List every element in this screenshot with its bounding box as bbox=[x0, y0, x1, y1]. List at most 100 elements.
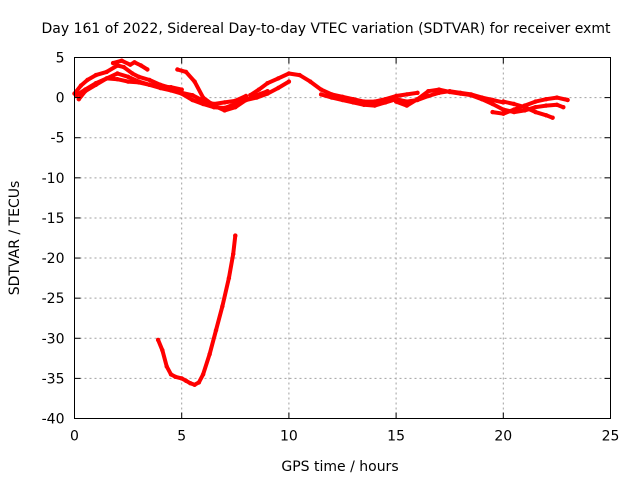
data-point bbox=[119, 58, 124, 63]
data-point bbox=[78, 83, 84, 88]
x-tick-label: 0 bbox=[70, 429, 79, 445]
data-point bbox=[329, 95, 334, 100]
data-point bbox=[276, 85, 281, 91]
data-point bbox=[565, 97, 570, 103]
data-point bbox=[426, 93, 431, 99]
data-point bbox=[138, 63, 144, 68]
data-point bbox=[220, 304, 225, 309]
data-point bbox=[192, 79, 197, 84]
data-point bbox=[173, 374, 178, 379]
data-point bbox=[164, 364, 169, 369]
data-point bbox=[393, 99, 399, 104]
data-point bbox=[286, 79, 292, 84]
chart-title: Day 161 of 2022, Sidereal Day-to-day VTE… bbox=[42, 21, 612, 37]
y-tick-label: 5 bbox=[56, 51, 65, 67]
data-point bbox=[168, 85, 174, 90]
data-point bbox=[276, 76, 281, 81]
data-point bbox=[340, 97, 345, 103]
data-point bbox=[125, 79, 131, 84]
data-point bbox=[361, 102, 367, 108]
data-point bbox=[490, 97, 495, 103]
data-point bbox=[393, 93, 399, 99]
data-point bbox=[183, 378, 189, 383]
data-point bbox=[74, 93, 79, 98]
y-tick-label: -20 bbox=[42, 251, 65, 267]
data-point bbox=[211, 103, 217, 108]
data-point bbox=[192, 382, 197, 387]
data-point bbox=[297, 72, 302, 78]
data-point bbox=[196, 380, 202, 385]
data-point bbox=[130, 71, 135, 76]
data-point bbox=[121, 64, 127, 70]
data-point bbox=[190, 93, 195, 98]
y-tick-label: -15 bbox=[42, 211, 65, 227]
data-point bbox=[511, 101, 517, 107]
data-point bbox=[147, 77, 152, 83]
data-point bbox=[179, 87, 184, 92]
data-point bbox=[522, 105, 527, 110]
data-point bbox=[200, 95, 206, 100]
data-point bbox=[188, 381, 193, 386]
x-tick-label: 5 bbox=[177, 429, 186, 445]
x-tick-label: 20 bbox=[494, 429, 512, 445]
data-point bbox=[115, 63, 120, 68]
tick-layer: 0 5 10 15 20 25 5 0 -5 -10 -15 -20 -25 -30 -35 -40 bbox=[42, 51, 620, 445]
data-point bbox=[550, 115, 555, 120]
data-point bbox=[145, 67, 150, 72]
data-point bbox=[561, 105, 566, 110]
data-point bbox=[254, 95, 259, 100]
data-point bbox=[136, 74, 141, 80]
y-tick-label: -35 bbox=[42, 371, 65, 387]
data-point bbox=[222, 108, 227, 113]
data-point bbox=[372, 103, 377, 108]
x-tick-label: 25 bbox=[602, 429, 620, 445]
data-point bbox=[554, 95, 560, 100]
data-point bbox=[207, 352, 212, 357]
data-point bbox=[110, 60, 116, 66]
data-point bbox=[533, 99, 538, 104]
data-point bbox=[226, 275, 232, 281]
data-point bbox=[404, 92, 409, 97]
x-tick-label: 15 bbox=[387, 429, 405, 445]
data-point bbox=[415, 97, 420, 102]
data-point bbox=[160, 348, 165, 353]
data-point bbox=[115, 71, 120, 76]
data-point bbox=[533, 109, 538, 115]
data-point bbox=[168, 372, 174, 377]
data-point bbox=[175, 67, 180, 72]
data-point bbox=[415, 90, 420, 96]
data-point bbox=[479, 97, 485, 102]
y-tick-label: -10 bbox=[42, 171, 65, 187]
data-point bbox=[200, 101, 206, 107]
data-point bbox=[286, 71, 292, 76]
data-point bbox=[128, 62, 133, 67]
data-point bbox=[265, 81, 270, 86]
data-point bbox=[544, 103, 549, 108]
data-point bbox=[115, 77, 120, 82]
x-tick-label: 10 bbox=[280, 429, 298, 445]
data-point bbox=[318, 92, 324, 97]
data-point bbox=[265, 91, 270, 96]
data-point bbox=[85, 77, 90, 83]
data-point bbox=[490, 109, 495, 115]
data-point bbox=[501, 111, 506, 116]
data-point bbox=[132, 60, 137, 65]
data-point bbox=[136, 80, 141, 85]
data-point bbox=[213, 328, 219, 333]
data-point bbox=[222, 100, 227, 105]
data-point bbox=[179, 91, 184, 96]
data-point bbox=[544, 97, 549, 102]
data-point bbox=[200, 372, 206, 377]
data-point bbox=[404, 103, 409, 108]
data-point bbox=[308, 79, 313, 84]
data-point bbox=[147, 82, 152, 88]
y-tick-label: -30 bbox=[42, 331, 65, 347]
data-point bbox=[447, 89, 452, 95]
y-tick-label: -40 bbox=[42, 412, 65, 428]
data-point bbox=[104, 76, 109, 81]
data-point bbox=[233, 105, 238, 110]
data-point bbox=[248, 93, 253, 98]
data-point bbox=[501, 107, 506, 112]
data-point bbox=[179, 376, 184, 381]
data-point bbox=[243, 93, 249, 99]
